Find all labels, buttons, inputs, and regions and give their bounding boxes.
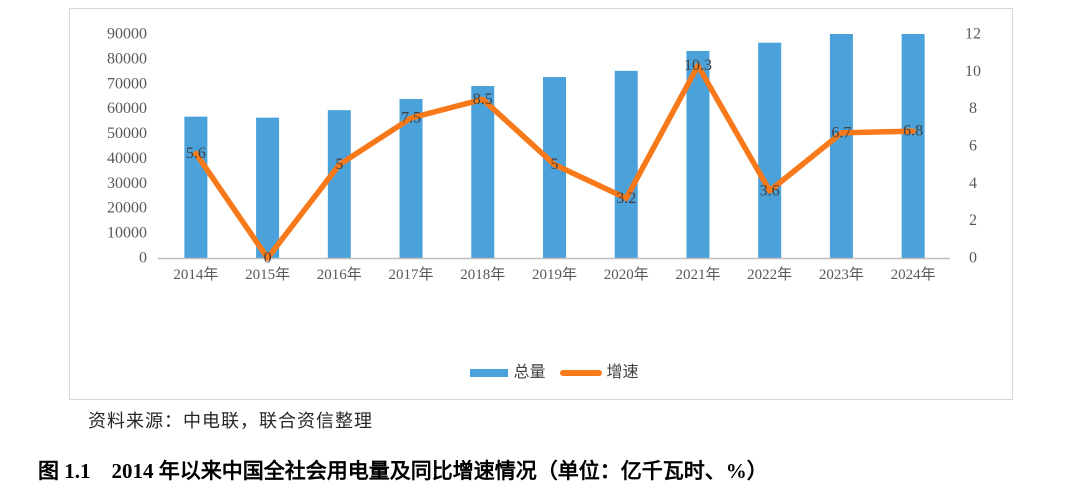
bar bbox=[614, 70, 638, 258]
x-axis-label: 2022年 bbox=[747, 266, 792, 283]
growth-line bbox=[193, 62, 916, 261]
legend-item-growth: 增速 bbox=[559, 364, 639, 381]
chart-legend: 总量 增速 bbox=[160, 361, 949, 385]
line-series-swatch-icon bbox=[559, 370, 602, 376]
left-axis-tick: 10000 bbox=[107, 225, 147, 242]
data-label: 10.3 bbox=[684, 57, 712, 74]
x-axis-label: 2017年 bbox=[389, 266, 434, 283]
bar bbox=[471, 86, 495, 258]
bar bbox=[184, 116, 208, 259]
x-axis-label: 2024年 bbox=[891, 266, 936, 283]
right-axis-tick: 10 bbox=[965, 63, 981, 80]
data-label: 3.6 bbox=[760, 182, 780, 199]
x-axis-label: 2018年 bbox=[460, 266, 505, 283]
right-axis-tick: 12 bbox=[965, 26, 981, 43]
legend-label-growth: 增速 bbox=[606, 364, 639, 381]
x-axis-label: 2015年 bbox=[245, 266, 290, 283]
data-label: 0 bbox=[264, 250, 272, 267]
bar bbox=[399, 98, 423, 259]
data-label: 6.8 bbox=[903, 123, 923, 140]
chart-figure: 0 10000 20000 30000 40000 50000 60000 70000 8000… bbox=[69, 8, 1013, 400]
source-note: 资料来源：中电联，联合资信整理 bbox=[88, 411, 373, 431]
bar bbox=[686, 50, 710, 259]
figure-caption: 图 1.1 2014 年以来中国全社会用电量及同比增速情况（单位：亿千瓦时、%） bbox=[38, 459, 768, 483]
chart-canvas: 0 10000 20000 30000 40000 50000 60000 70000 8000… bbox=[107, 26, 981, 284]
left-axis-tick: 70000 bbox=[107, 75, 147, 92]
x-axis-label: 2014年 bbox=[173, 266, 218, 283]
x-axis-label: 2023年 bbox=[819, 266, 864, 283]
bar-series-swatch-icon bbox=[470, 369, 509, 377]
left-axis-tick: 40000 bbox=[107, 150, 147, 167]
legend-item-total: 总量 bbox=[470, 364, 546, 381]
data-label: 5.6 bbox=[186, 145, 206, 162]
bar bbox=[327, 110, 351, 258]
x-axis-label: 2021年 bbox=[675, 266, 720, 283]
x-axis-label: 2020年 bbox=[604, 266, 649, 283]
left-axis-tick: 20000 bbox=[107, 200, 147, 217]
bar bbox=[256, 117, 280, 258]
left-axis-tick: 50000 bbox=[107, 125, 147, 142]
left-axis-tick: 30000 bbox=[107, 175, 147, 192]
left-axis-tick: 80000 bbox=[107, 50, 147, 67]
bar bbox=[901, 34, 925, 258]
x-axis-label: 2016年 bbox=[317, 266, 362, 283]
right-axis-tick: 2 bbox=[969, 212, 977, 229]
legend-label-total: 总量 bbox=[513, 364, 546, 381]
data-label: 7.5 bbox=[401, 110, 421, 127]
right-axis-tick: 8 bbox=[969, 100, 977, 117]
bar bbox=[758, 42, 782, 258]
data-label: 5 bbox=[551, 156, 559, 173]
right-axis-tick: 6 bbox=[969, 138, 977, 155]
data-label: 6.7 bbox=[831, 124, 851, 141]
right-axis-tick: 0 bbox=[969, 250, 977, 267]
left-axis-tick: 90000 bbox=[107, 26, 147, 43]
left-axis-tick: 0 bbox=[139, 250, 147, 267]
x-axis-label: 2019年 bbox=[532, 266, 577, 283]
data-label: 3.2 bbox=[616, 190, 636, 207]
data-label: 8.5 bbox=[473, 91, 493, 108]
right-axis-tick: 4 bbox=[969, 175, 977, 192]
bar bbox=[829, 34, 853, 258]
data-label: 5 bbox=[335, 156, 343, 173]
left-axis-tick: 60000 bbox=[107, 100, 147, 117]
